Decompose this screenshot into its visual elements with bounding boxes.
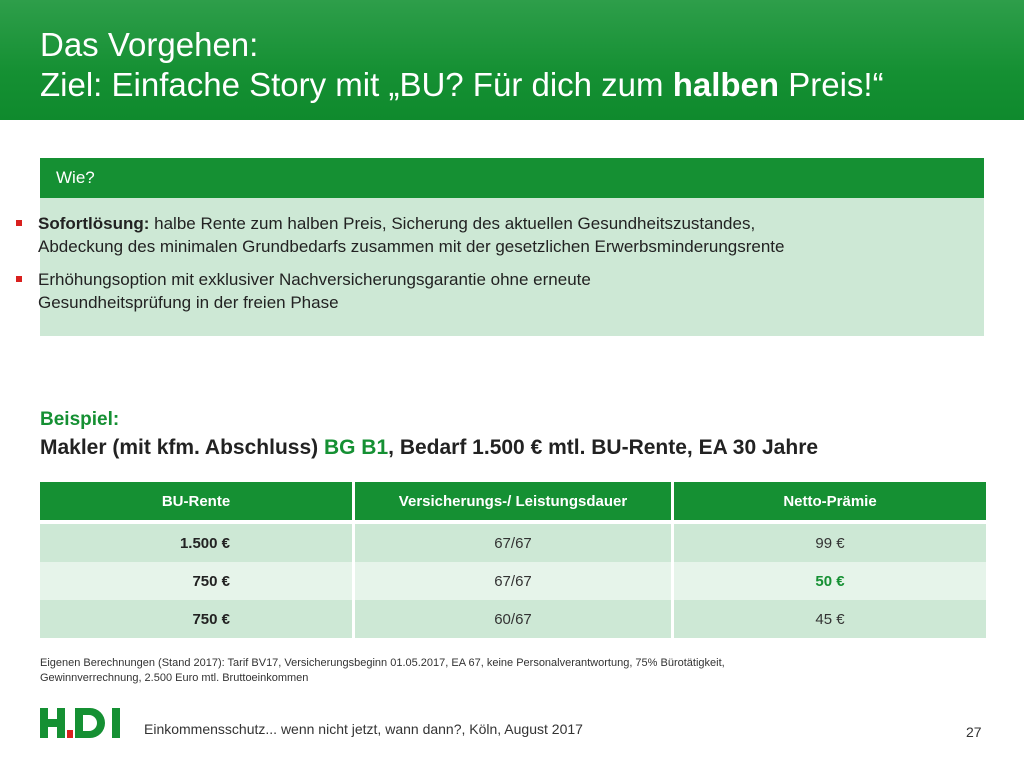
table-cell-dauer: 60/67 xyxy=(355,600,671,638)
bullet-text: Sofortlösung: halbe Rente zum halben Pre… xyxy=(38,212,784,258)
wie-header: Wie? xyxy=(40,158,984,198)
title-text-end: Preis!“ xyxy=(779,66,884,103)
footnote-line: Gewinnverrechnung, 2.500 Euro mtl. Brutt… xyxy=(40,672,309,684)
hdi-logo xyxy=(40,708,120,738)
bullet-square-icon xyxy=(16,276,22,282)
bullet-line: Abdeckung des minimalen Grundbedarfs zus… xyxy=(38,237,785,256)
wie-box: Wie? xyxy=(40,158,984,336)
bullet-bold-label: Sofortlösung: xyxy=(38,214,150,233)
example-text: Makler (mit kfm. Abschluss) xyxy=(40,436,324,459)
example-text-end: , Bedarf 1.500 € mtl. BU-Rente, EA 30 Ja… xyxy=(388,436,819,459)
table-cell-rente: 1.500 € xyxy=(40,524,352,562)
footnote-line: Eigenen Berechnungen (Stand 2017): Tarif… xyxy=(40,657,725,669)
table-cell-praemie: 99 € xyxy=(674,524,986,562)
title-banner: Das Vorgehen: Ziel: Einfache Story mit „… xyxy=(0,0,1024,120)
table-cell-praemie-highlight: 50 € xyxy=(674,562,986,600)
bullet-line: Gesundheitsprüfung in der freien Phase xyxy=(38,293,339,312)
bullet-line: Erhöhungsoption mit exklusiver Nachversi… xyxy=(38,270,591,289)
footnote: Eigenen Berechnungen (Stand 2017): Tarif… xyxy=(40,656,725,686)
title-text: Ziel: Einfache Story mit „BU? Für dich z… xyxy=(40,66,673,103)
example-label: Beispiel: xyxy=(40,409,120,430)
bullet-line: halbe Rente zum halben Preis, Sicherung … xyxy=(149,214,756,233)
table-header-bu-rente: BU-Rente xyxy=(40,482,352,520)
page-title-line1: Das Vorgehen: xyxy=(40,26,259,63)
footer-caption: Einkommensschutz... wenn nicht jetzt, wa… xyxy=(144,721,583,737)
bullet-square-icon xyxy=(16,220,22,226)
title-emphasis: halben xyxy=(672,66,780,103)
page-title-line2: Ziel: Einfache Story mit „BU? Für dich z… xyxy=(40,66,884,104)
bullet-text: Erhöhungsoption mit exklusiver Nachversi… xyxy=(38,268,591,314)
page-number: 27 xyxy=(966,724,982,740)
table-header-praemie: Netto-Prämie xyxy=(674,482,986,520)
table-cell-dauer: 67/67 xyxy=(355,562,671,600)
table-cell-praemie: 45 € xyxy=(674,600,986,638)
example-description: Makler (mit kfm. Abschluss) BG B1, Bedar… xyxy=(40,436,818,460)
example-highlight: BG B1 xyxy=(323,436,389,459)
table-header-dauer: Versicherungs-/ Leistungsdauer xyxy=(355,482,671,520)
table-cell-rente: 750 € xyxy=(40,562,352,600)
table-cell-dauer: 67/67 xyxy=(355,524,671,562)
table-cell-rente: 750 € xyxy=(40,600,352,638)
wie-title: Wie? xyxy=(56,168,95,187)
